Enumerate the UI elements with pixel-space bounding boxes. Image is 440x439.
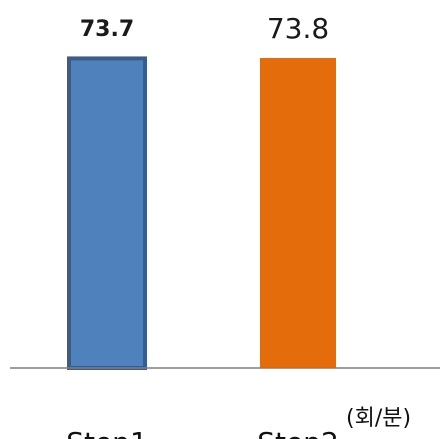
bar-step2 [260, 58, 336, 368]
category-labels-group: Step1 Step2 [66, 426, 339, 439]
bars-group [67, 56, 336, 371]
category-label-step2: Step2 [257, 426, 339, 439]
value-labels-group: 73.7 73.8 [80, 12, 329, 45]
value-label-step1: 73.7 [80, 17, 134, 42]
unit-label: (회/분) [346, 406, 411, 431]
category-label-step1: Step1 [66, 426, 148, 439]
bar-step1 [67, 56, 147, 371]
value-label-step2: 73.8 [267, 12, 329, 45]
